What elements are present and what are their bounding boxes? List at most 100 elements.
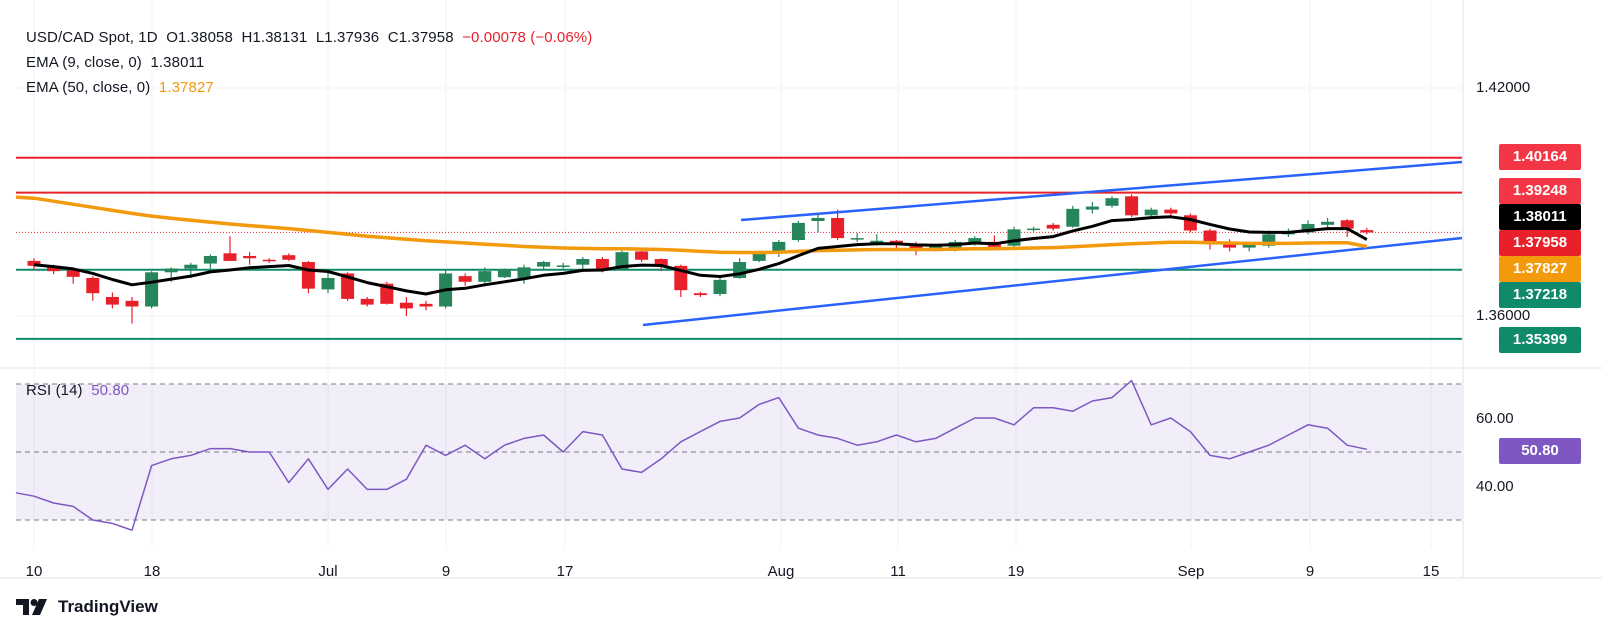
candle-body xyxy=(791,222,805,240)
rsi-axis-label: 60.00 xyxy=(1476,410,1514,427)
candle xyxy=(1085,202,1099,214)
rsi-axis-label: 40.00 xyxy=(1476,478,1514,495)
ema9-value: 1.38011 xyxy=(150,54,205,71)
symbol-title[interactable]: USD/CAD Spot, 1D xyxy=(26,29,158,46)
candle xyxy=(1125,194,1139,218)
price-axis-label: 1.36000 xyxy=(1476,307,1531,324)
candle-body xyxy=(576,259,590,265)
candle xyxy=(86,276,100,301)
candle xyxy=(1164,207,1178,217)
candle-body xyxy=(811,217,825,221)
candle xyxy=(772,240,786,258)
candle-body xyxy=(772,241,786,254)
candle xyxy=(125,297,139,324)
candle xyxy=(635,249,649,263)
horizontal-levels xyxy=(16,156,1462,340)
candle-body xyxy=(184,264,198,269)
candle xyxy=(203,254,217,269)
candle-body xyxy=(889,240,903,244)
candle-body xyxy=(635,251,649,260)
candles-layer xyxy=(27,194,1374,324)
candle-body xyxy=(1203,230,1217,244)
x-axis-label: 19 xyxy=(1007,563,1025,580)
candle xyxy=(145,271,159,309)
candle-body xyxy=(850,238,864,240)
candle-body xyxy=(282,255,296,260)
low-value: L1.37936 xyxy=(315,29,380,46)
candle xyxy=(1144,207,1158,218)
support-tag: 1.37218 xyxy=(1499,282,1581,308)
candle xyxy=(1007,226,1021,247)
candle-body xyxy=(1007,229,1021,246)
candle-body xyxy=(1262,234,1276,246)
candle-body xyxy=(164,268,178,273)
candle-body xyxy=(909,243,923,250)
candle-body xyxy=(1125,196,1139,216)
ema-layer xyxy=(15,195,1368,296)
candle-body xyxy=(1085,206,1099,210)
candle-body xyxy=(1321,221,1335,225)
x-axis-label: Sep xyxy=(1177,563,1205,580)
candle xyxy=(478,267,492,284)
candle-body xyxy=(145,272,159,307)
candle-body xyxy=(243,255,257,259)
candle xyxy=(831,209,845,240)
last-price-tag: 1.37958 xyxy=(1499,230,1581,256)
candle-body xyxy=(458,276,472,282)
candle-body xyxy=(654,259,668,267)
ema9-line xyxy=(33,215,1368,296)
candle-body xyxy=(537,262,551,267)
candle xyxy=(27,258,41,270)
candle-body xyxy=(321,278,335,290)
ema50-line xyxy=(15,195,1368,255)
x-axis-label: 18 xyxy=(143,563,161,580)
x-axis-label: 17 xyxy=(556,563,574,580)
candle xyxy=(1360,227,1374,235)
open-value: O1.38058 xyxy=(166,29,233,46)
candle xyxy=(1046,222,1060,231)
candle-body xyxy=(693,293,707,296)
high-value: H1.38131 xyxy=(241,29,308,46)
candle xyxy=(66,268,80,284)
candle xyxy=(321,271,335,294)
candle xyxy=(399,297,413,316)
candle-body xyxy=(713,279,727,294)
candle-body xyxy=(262,259,276,262)
candle-body xyxy=(1223,243,1237,248)
ema9-label: EMA (9, close, 0) xyxy=(26,54,142,71)
ema9-legend[interactable]: EMA (9, close, 0) 1.38011 xyxy=(26,54,204,71)
rsi-legend[interactable]: RSI (14) 50.80 xyxy=(26,382,129,399)
candle-body xyxy=(1105,198,1119,206)
candle xyxy=(1183,213,1197,233)
candle xyxy=(537,260,551,270)
candle-body xyxy=(870,240,884,244)
candle-body xyxy=(1066,208,1080,227)
candle-body xyxy=(1027,228,1041,231)
ascending-channel xyxy=(642,160,1463,327)
candle-body xyxy=(595,259,609,270)
candle xyxy=(791,221,805,242)
candle xyxy=(223,236,237,261)
candle-body xyxy=(517,267,531,278)
candle xyxy=(282,253,296,261)
x-axis-label: Jul xyxy=(318,563,338,580)
candle xyxy=(693,291,707,297)
x-axis-label: Aug xyxy=(767,563,795,580)
candle-body xyxy=(341,273,355,299)
ema50-price-tag: 1.37827 xyxy=(1499,256,1581,282)
rsi-pane xyxy=(15,379,1462,531)
x-axis-label: 10 xyxy=(25,563,43,580)
ema50-legend[interactable]: EMA (50, close, 0) 1.37827 xyxy=(26,79,214,96)
candle-body xyxy=(399,302,413,309)
resistance-tag: 1.40164 xyxy=(1499,144,1581,170)
tradingview-brand[interactable]: TradingView xyxy=(16,597,158,617)
candle xyxy=(419,300,433,311)
candle-body xyxy=(831,217,845,239)
rsi-legend-value: 50.80 xyxy=(91,382,130,399)
candle-body xyxy=(419,303,433,307)
candle xyxy=(850,233,864,242)
x-axis-label: 11 xyxy=(890,563,906,580)
candle xyxy=(1223,239,1237,252)
candle-body xyxy=(47,267,61,272)
